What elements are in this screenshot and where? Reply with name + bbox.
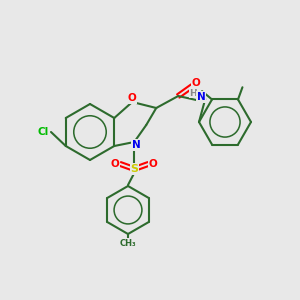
Text: O: O (111, 159, 120, 169)
Text: S: S (130, 164, 138, 174)
Text: O: O (149, 159, 158, 169)
Text: O: O (128, 93, 136, 103)
Text: CH₃: CH₃ (120, 238, 136, 247)
Text: O: O (192, 78, 201, 88)
Text: N: N (132, 140, 141, 150)
Text: N: N (197, 92, 206, 102)
Text: Cl: Cl (38, 127, 49, 137)
Text: H: H (189, 88, 197, 98)
